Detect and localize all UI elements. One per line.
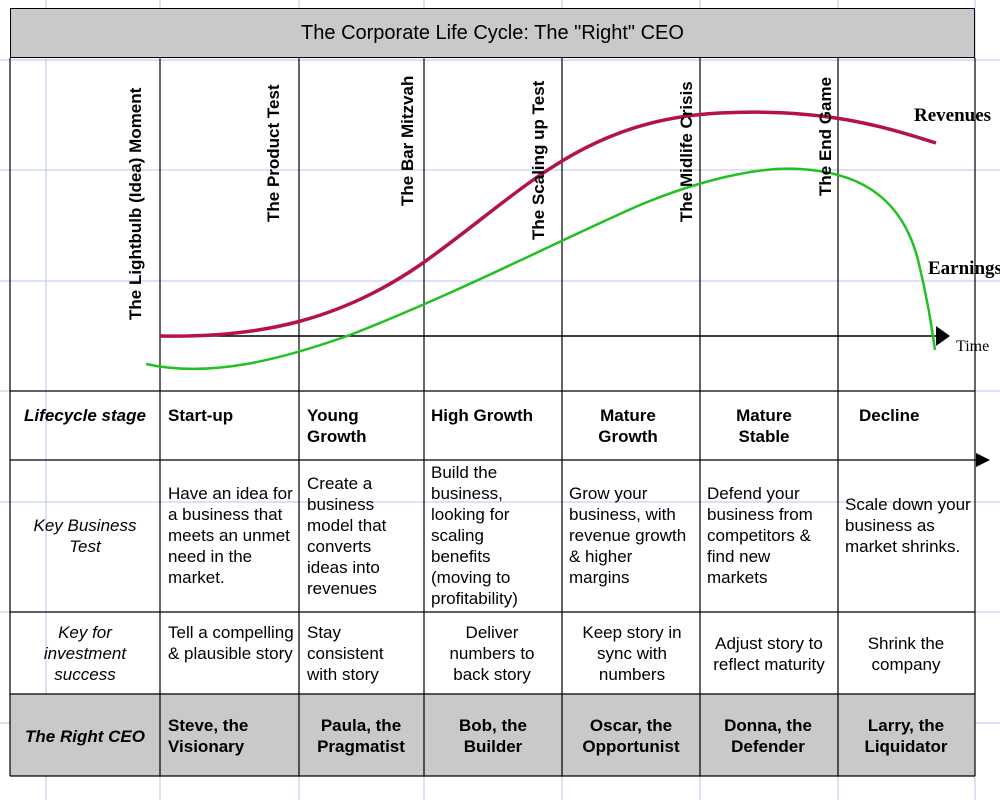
investment-cell: Stay consistent with story	[307, 623, 384, 684]
stage-cell: Start-up	[168, 406, 234, 425]
stage-cell: Decline	[859, 406, 920, 425]
time-label: Time	[956, 338, 990, 355]
table-axis-arrowhead	[976, 453, 990, 467]
milestone-label: The Bar Mitzvah	[398, 75, 417, 206]
earnings-curve	[145, 167, 937, 371]
ceo-cell: Oscar, the Opportunist	[582, 716, 680, 756]
stage-cell: High Growth	[431, 406, 533, 425]
investment-cell: Adjust story to reflect maturity	[713, 634, 825, 674]
revenues-label: Revenues	[914, 105, 992, 126]
earnings-label: Earnings	[928, 258, 1000, 279]
milestone-label: The Scaling up Test	[529, 80, 548, 240]
test-cell: Create a business model that converts id…	[307, 474, 387, 598]
ceo-cell: Larry, the Liquidator	[864, 716, 948, 756]
row-header-investment: Key for investment success	[43, 623, 127, 684]
investment-cell: Keep story in sync with numbers	[582, 623, 682, 684]
revenues-curve	[159, 110, 937, 338]
test-cell: Grow your business, with revenue growth …	[569, 484, 687, 587]
ceo-cell: Steve, the Visionary	[168, 716, 249, 756]
row-header-test: Key Business Test	[33, 516, 137, 556]
stage-cell: Mature Growth	[598, 406, 658, 446]
investment-cell: Tell a compelling & plausible story	[168, 623, 294, 663]
test-cell: Have an idea for a business that meets a…	[168, 484, 293, 587]
ceo-cell: Bob, the Builder	[459, 716, 527, 756]
milestone-label: The Lightbulb (Idea) Moment	[126, 87, 145, 320]
milestone-label: The Product Test	[264, 84, 283, 222]
row-header-stage: Lifecycle stage	[24, 406, 146, 425]
stage-cell: Mature Stable	[736, 406, 792, 446]
milestone-label: The End Game	[816, 76, 835, 196]
test-cell: Defend your business from competitors & …	[707, 484, 813, 587]
ceo-row-background	[10, 694, 975, 776]
ceo-cell: Donna, the Defender	[724, 716, 812, 756]
test-cell: Scale down your business as market shrin…	[845, 495, 971, 556]
investment-cell: Shrink the company	[867, 634, 945, 674]
test-cell: Build the business, looking for scaling …	[431, 463, 518, 608]
ceo-cell: Paula, the Pragmatist	[317, 716, 405, 756]
page-title: The Corporate Life Cycle: The "Right" CE…	[10, 8, 975, 58]
milestone-label: The Midlife Crisis	[677, 81, 696, 222]
row-header-ceo: The Right CEO	[25, 727, 145, 746]
investment-cell: Deliver numbers to back story	[449, 623, 535, 684]
stage-cell: Young Growth	[307, 406, 367, 446]
diagram-frame	[9, 58, 976, 777]
time-axis-arrowhead	[936, 326, 950, 346]
